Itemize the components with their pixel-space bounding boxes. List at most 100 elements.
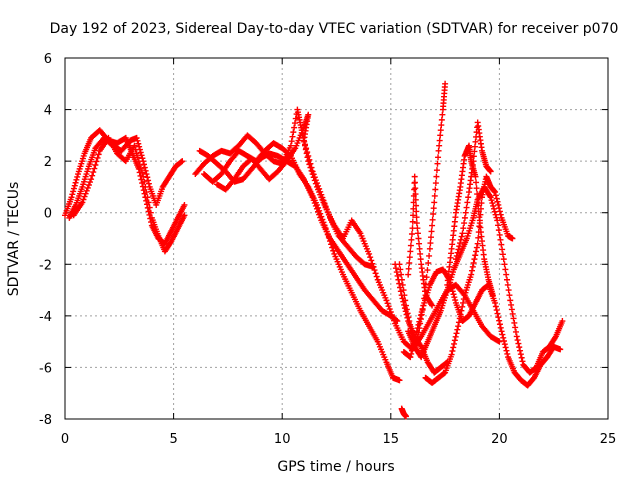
- data-point: [501, 261, 508, 268]
- data-point: [497, 211, 504, 218]
- data-point: [493, 307, 500, 314]
- plot-frame: [64, 57, 609, 420]
- data-point: [330, 247, 337, 254]
- data-point: [508, 301, 515, 308]
- series-spike-4: [444, 142, 496, 299]
- data-point: [436, 137, 443, 144]
- data-marks: [62, 80, 566, 420]
- data-point: [136, 162, 143, 169]
- data-point: [456, 315, 463, 322]
- data-point: [500, 256, 507, 263]
- data-point: [411, 179, 418, 186]
- data-point: [494, 217, 501, 224]
- data-point: [320, 219, 327, 226]
- data-point: [405, 265, 412, 272]
- data-point: [408, 350, 415, 357]
- data-point: [465, 194, 472, 201]
- data-point: [412, 196, 419, 203]
- data-point: [85, 181, 92, 188]
- data-point: [413, 202, 420, 209]
- x-tick-label: 25: [600, 432, 617, 447]
- data-point: [133, 150, 140, 157]
- data-point: [489, 292, 496, 299]
- data-point: [368, 257, 375, 264]
- data-point: [432, 186, 439, 193]
- data-point: [438, 116, 445, 123]
- data-point: [134, 154, 141, 161]
- chart-title: Day 192 of 2023, Sidereal Day-to-day VTE…: [50, 21, 619, 37]
- data-point: [432, 180, 439, 187]
- data-point: [492, 303, 499, 310]
- data-point: [450, 291, 457, 298]
- data-point: [511, 319, 518, 326]
- data-point: [415, 329, 422, 336]
- data-point: [412, 191, 419, 198]
- data-point: [289, 133, 296, 140]
- series-trace-10: [422, 173, 516, 386]
- data-point: [307, 164, 314, 171]
- data-point: [408, 230, 415, 237]
- data-point: [415, 235, 422, 242]
- data-point: [133, 134, 140, 141]
- series-trace-9: [405, 183, 566, 376]
- data-point: [458, 307, 465, 314]
- data-point: [475, 202, 482, 209]
- data-point: [456, 243, 463, 250]
- data-point: [406, 318, 413, 325]
- data-point: [424, 267, 431, 274]
- data-point: [426, 252, 433, 259]
- data-point: [427, 234, 434, 241]
- data-point: [513, 333, 520, 340]
- data-point: [301, 138, 308, 145]
- data-point: [495, 201, 502, 208]
- data-point: [398, 271, 405, 278]
- x-tick-label: 15: [383, 432, 400, 447]
- data-point: [459, 230, 466, 237]
- data-point: [400, 287, 407, 294]
- data-point: [312, 180, 319, 187]
- data-point: [386, 306, 393, 313]
- data-point: [372, 270, 379, 277]
- data-point: [455, 246, 462, 253]
- data-point: [142, 167, 149, 174]
- data-point: [313, 201, 320, 208]
- data-point: [503, 347, 510, 354]
- data-point: [71, 182, 78, 189]
- data-point: [435, 147, 442, 154]
- data-point: [69, 191, 76, 198]
- data-point: [413, 208, 420, 215]
- data-point: [404, 310, 411, 317]
- data-point: [469, 263, 476, 270]
- x-tick-label: 5: [169, 432, 177, 447]
- y-axis-label: SDTVAR / TECUs: [6, 182, 22, 297]
- data-point: [394, 272, 401, 279]
- data-point: [311, 177, 318, 184]
- y-tick-label: -4: [39, 310, 52, 325]
- data-point: [308, 167, 315, 174]
- data-point: [138, 152, 145, 159]
- data-point: [509, 310, 516, 317]
- data-point: [315, 204, 322, 211]
- data-point: [473, 248, 480, 255]
- data-point: [309, 171, 316, 178]
- data-point: [324, 231, 331, 238]
- data-point: [436, 142, 443, 149]
- data-point: [93, 158, 100, 165]
- data-point: [431, 192, 438, 199]
- data-point: [428, 228, 435, 235]
- data-point: [427, 240, 434, 247]
- data-point: [448, 351, 455, 358]
- data-point: [310, 174, 317, 181]
- data-point: [403, 306, 410, 313]
- data-point: [455, 319, 462, 326]
- data-point: [316, 207, 323, 214]
- data-point: [451, 294, 458, 301]
- series-spike-5: [452, 119, 494, 263]
- data-point: [385, 303, 392, 310]
- data-point: [397, 266, 404, 273]
- data-point: [306, 161, 313, 168]
- data-point: [416, 325, 423, 332]
- data-point: [392, 265, 399, 272]
- data-point: [288, 138, 295, 145]
